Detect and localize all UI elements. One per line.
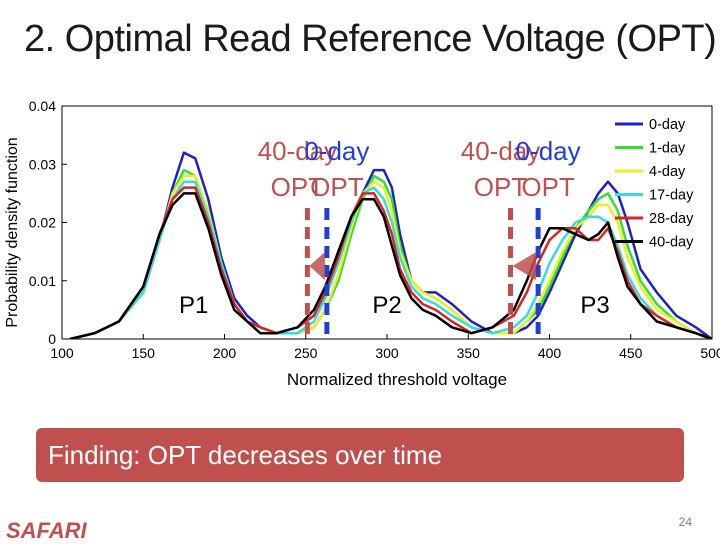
x-tick-label: 500 [700, 345, 720, 361]
y-axis-label: Probability density function [4, 137, 21, 327]
series-line-0-day [69, 151, 712, 339]
x-tick-label: 400 [538, 345, 562, 361]
y-tick-label: 0.02 [29, 215, 56, 231]
finding-text: Finding: OPT decreases over time [48, 440, 443, 470]
x-tick-label: 300 [375, 345, 399, 361]
legend-label-40-day: 40-day [649, 235, 694, 251]
x-axis-label: Normalized threshold voltage [287, 370, 507, 389]
y-tick-label: 0 [48, 331, 56, 347]
peak-label-P1: P1 [179, 292, 208, 319]
x-tick-label: 350 [457, 345, 481, 361]
x-tick-label: 200 [213, 345, 237, 361]
opt-label-bottom: OPT [521, 172, 575, 202]
x-tick-label: 100 [50, 345, 74, 361]
x-tick-label: 250 [294, 345, 318, 361]
opt-label-top: 0-day [516, 136, 581, 166]
chart: 0 0.01 0.02 0.03 0.04 100 150 200 250 300 350 400 45… [4, 98, 720, 389]
legend-label-17-day: 17-day [649, 188, 694, 204]
series-line-40-day [69, 192, 712, 339]
slide-title: 2. Optimal Read Reference Voltage (OPT) [24, 18, 717, 60]
peak-label-P3: P3 [580, 292, 609, 319]
series-line-17-day [69, 180, 712, 339]
opt-label-top: 0-day [304, 136, 369, 166]
opt-label-bottom: OPT [310, 172, 364, 202]
finding-box: Finding: OPT decreases over time [36, 428, 684, 482]
series-line-4-day [69, 174, 712, 339]
y-tick-label: 0.01 [29, 273, 56, 289]
opt-label-top: 40-day [258, 136, 338, 166]
x-tick-label: 150 [132, 345, 156, 361]
peak-label-P2: P2 [372, 292, 401, 319]
x-tick-label: 450 [619, 345, 643, 361]
opt-shift-arrow [512, 252, 537, 280]
legend-label-28-day: 28-day [649, 211, 694, 227]
opt-label-bottom: OPT [474, 172, 528, 202]
y-tick-label: 0.04 [29, 98, 56, 114]
legend-label-4-day: 4-day [649, 164, 686, 180]
safari-logo: SAFARI [6, 518, 87, 543]
page-number: 24 [678, 515, 692, 529]
series-line-28-day [69, 186, 712, 339]
legend-label-1-day: 1-day [649, 141, 686, 157]
opt-label-bottom: OPT [271, 172, 325, 202]
opt-label-top: 40-day [461, 136, 541, 166]
y-tick-label: 0.03 [29, 156, 56, 172]
legend-label-0-day: 0-day [649, 117, 686, 133]
opt-shift-arrow [309, 252, 325, 280]
